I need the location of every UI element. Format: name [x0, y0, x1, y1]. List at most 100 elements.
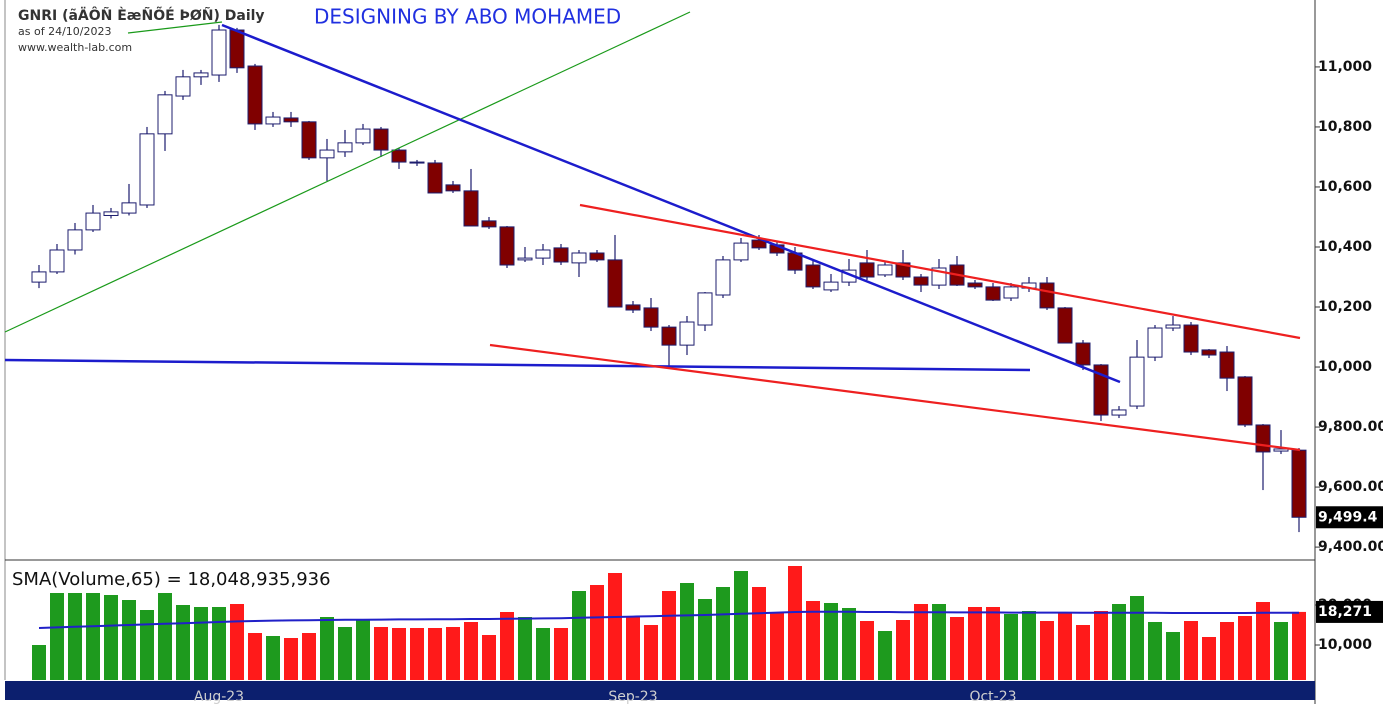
candle-body: [1129, 356, 1145, 407]
volume-bar: [950, 617, 964, 680]
volume-bar: [626, 617, 640, 680]
volume-bar: [410, 628, 424, 680]
annotation: DESIGNING BY ABO MOHAMED: [314, 5, 621, 29]
candle-body: [1273, 448, 1289, 452]
trendline: [579, 203, 1301, 340]
volume-bar: [824, 603, 838, 680]
volume-bar: [1274, 622, 1288, 680]
volume-bar: [320, 617, 334, 680]
candle-body: [679, 321, 695, 346]
volume-bar: [104, 595, 118, 680]
candle-body: [571, 252, 587, 264]
volume-bar: [428, 628, 442, 680]
candle-body: [625, 304, 641, 311]
y-tick-label: 10,000: [1318, 637, 1372, 653]
candle-body: [517, 257, 533, 261]
y-tick-label: 10,600: [1318, 179, 1372, 195]
volume-title: SMA(Volume,65) = 18,048,935,936: [12, 569, 331, 590]
volume-bar: [266, 636, 280, 680]
volume-bar: [842, 608, 856, 680]
volume-bar: [752, 587, 766, 680]
volume-bar: [1238, 616, 1252, 680]
candle-body: [31, 271, 47, 283]
y-tick-label: 9,600.00: [1318, 479, 1383, 495]
candle-body: [643, 307, 659, 328]
candle-body: [409, 161, 425, 164]
candle-body: [985, 286, 1001, 301]
candle-body: [535, 249, 551, 259]
volume-bar: [536, 628, 550, 680]
volume-bar: [734, 571, 748, 680]
candle-body: [805, 264, 821, 288]
volume-bar: [1076, 625, 1090, 680]
candle-body: [445, 184, 461, 192]
volume-bar: [32, 645, 46, 680]
volume-bar: [392, 628, 406, 680]
volume-bar: [446, 627, 460, 680]
volume-bar: [212, 607, 226, 680]
candle-body: [859, 262, 875, 278]
volume-bar: [986, 607, 1000, 680]
volume-bar: [248, 633, 262, 680]
y-tick-label: 10,200: [1318, 299, 1372, 315]
y-tick-label: 9,400.00: [1318, 539, 1383, 555]
y-tick-label: 11,000: [1318, 59, 1372, 75]
candle-body: [1003, 286, 1019, 299]
volume-bar: [1202, 637, 1216, 680]
candle-body: [1255, 424, 1271, 453]
candle-body: [463, 190, 479, 227]
volume-bar: [932, 604, 946, 680]
candle-body: [85, 212, 101, 231]
volume-bar: [50, 593, 64, 680]
volume-bar: [230, 604, 244, 680]
volume-bar: [500, 612, 514, 680]
volume-bar: [1148, 622, 1162, 680]
candle-body: [967, 282, 983, 288]
candle-body: [103, 211, 119, 216]
volume-bar: [374, 627, 388, 680]
volume-bar: [1130, 596, 1144, 680]
x-tick-label: Sep-23: [608, 689, 657, 704]
volume-bar: [1220, 622, 1234, 680]
last-value-box: [1316, 600, 1383, 623]
candle-body: [283, 117, 299, 123]
volume-bar: [122, 600, 136, 680]
y-tick-label: 10,400: [1318, 239, 1372, 255]
volume-bar: [572, 591, 586, 680]
volume-bar: [590, 585, 604, 680]
last-value-label: 18,271: [1318, 604, 1372, 620]
volume-bar: [518, 617, 532, 680]
volume-bar: [1022, 611, 1036, 680]
chart-title: GNRI (ãÄÔÑ ÈæÑÕÉ ÞØÑ) Daily: [18, 6, 265, 24]
volume-bar: [1292, 611, 1306, 680]
candle-body: [265, 116, 281, 125]
volume-bar: [338, 627, 352, 680]
trendline: [221, 23, 1121, 384]
y-tick-label: 9,800.00: [1318, 419, 1383, 435]
volume-bar: [644, 625, 658, 680]
candle-body: [1075, 342, 1091, 366]
candle-body: [1039, 282, 1055, 309]
volume-bar: [482, 635, 496, 680]
volume-bar: [464, 622, 478, 680]
candle-body: [823, 281, 839, 291]
candle-body: [661, 326, 677, 346]
y-tick-label: 10,800: [1318, 119, 1372, 135]
trendline: [127, 21, 223, 34]
volume-bar: [662, 591, 676, 680]
volume-bar: [1004, 614, 1018, 680]
y-tick-label: 10,000: [1318, 359, 1372, 375]
volume-bar: [1166, 632, 1180, 680]
volume-bar: [68, 593, 82, 680]
candle-body: [481, 220, 497, 228]
volume-bar: [302, 633, 316, 680]
candle-body: [49, 249, 65, 273]
candle-body: [319, 149, 335, 159]
volume-bar: [1112, 604, 1126, 680]
source: www.wealth-lab.com: [18, 41, 132, 54]
volume-bar: [1040, 621, 1054, 680]
last-value-label: 9,499.4: [1318, 509, 1378, 525]
candle-body: [373, 128, 389, 151]
volume-bar: [1256, 602, 1270, 680]
